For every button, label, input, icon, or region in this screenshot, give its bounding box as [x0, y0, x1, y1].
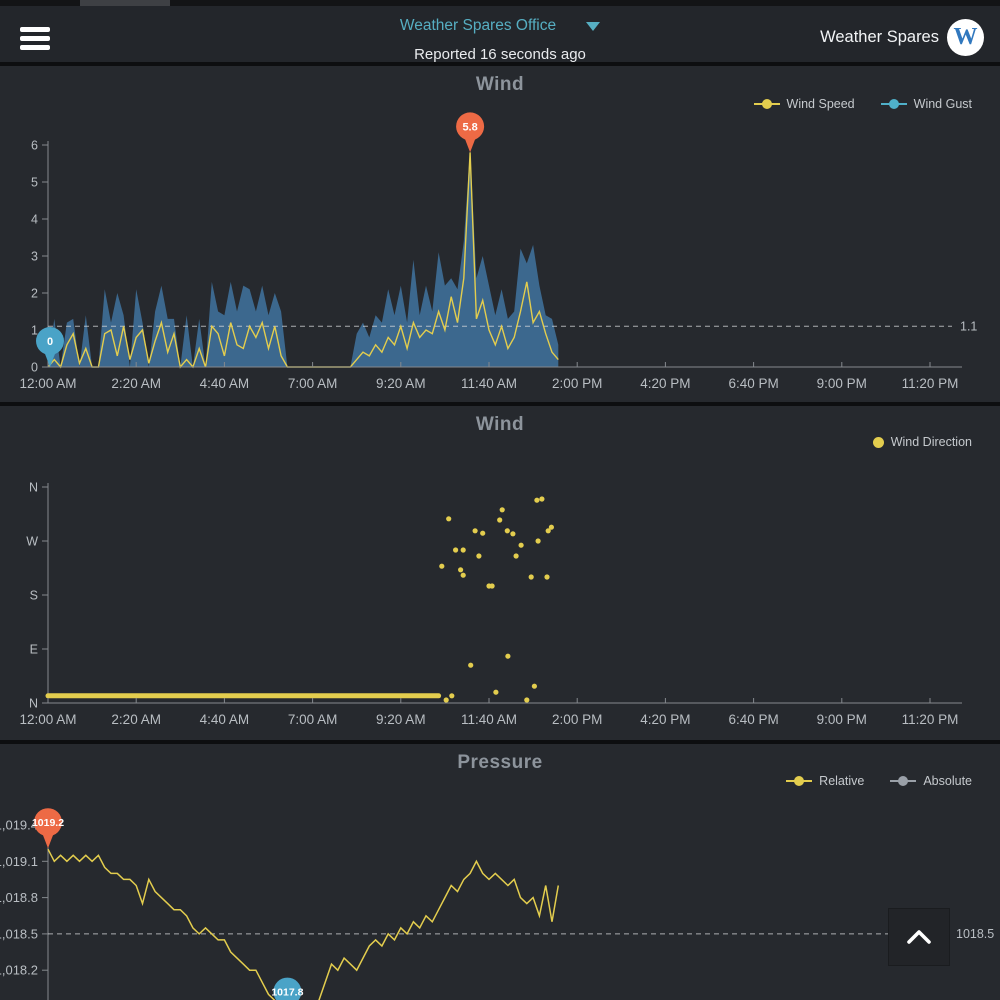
value-marker: 1017.8 [271, 977, 304, 1000]
wind-chart-title: Wind [475, 74, 525, 95]
svg-text:11:40 AM: 11:40 AM [461, 376, 517, 391]
svg-text:N: N [29, 697, 38, 711]
pressure-panel: Pressure Relative Absolute 1,019.41,019.… [0, 744, 1000, 1000]
svg-text:3: 3 [31, 250, 38, 264]
relative-swatch-icon [786, 776, 813, 786]
svg-text:E: E [30, 643, 38, 657]
svg-text:1.1: 1.1 [960, 319, 977, 333]
legend-absolute[interactable]: Absolute [890, 774, 972, 788]
wind-direction-panel: Wind Wind Direction N W S E N 12:00 AM 2:20 AM… [0, 406, 1000, 740]
svg-text:4:20 PM: 4:20 PM [640, 712, 690, 727]
legend-wind-gust[interactable]: Wind Gust [880, 97, 972, 111]
svg-text:11:40 AM: 11:40 AM [461, 712, 517, 727]
svg-text:0: 0 [31, 361, 38, 375]
caret-down-icon[interactable] [586, 21, 601, 31]
scroll-to-top-button[interactable] [888, 908, 950, 966]
wind-legend: Wind Speed Wind Gust [753, 97, 972, 111]
svg-text:2:00 PM: 2:00 PM [552, 376, 602, 391]
svg-text:9:20 AM: 9:20 AM [376, 712, 426, 727]
station-name: Weather Spares Office [399, 17, 557, 34]
app-header: Weather Spares Office Reported 16 second… [0, 6, 1000, 63]
svg-text:6:40 PM: 6:40 PM [728, 712, 778, 727]
pressure-chart[interactable]: 1,019.4 1,019.1 1,018.8 1,018.5 1,018.2 1018.… [0, 744, 1000, 1000]
svg-text:4: 4 [31, 213, 38, 227]
top-strip-segment [80, 0, 170, 6]
svg-text:1,018.2: 1,018.2 [0, 963, 38, 978]
chevron-up-icon [907, 930, 931, 944]
legend-wind-direction[interactable]: Wind Direction [872, 435, 972, 449]
svg-text:2:20 AM: 2:20 AM [111, 376, 161, 391]
station-selector[interactable]: Weather Spares Office [0, 17, 1000, 35]
svg-text:5: 5 [31, 176, 38, 190]
absolute-swatch-icon [890, 776, 917, 786]
svg-text:6:40 PM: 6:40 PM [728, 376, 778, 391]
svg-text:1019.2: 1019.2 [32, 817, 64, 829]
legend-label: Relative [819, 774, 865, 788]
wind-speed-swatch-icon [753, 99, 780, 109]
svg-text:9:00 PM: 9:00 PM [817, 712, 867, 727]
brand-logo-icon: W [947, 19, 984, 56]
svg-text:6: 6 [31, 139, 38, 153]
menu-icon[interactable] [20, 27, 50, 50]
svg-text:11:20 PM: 11:20 PM [902, 376, 959, 391]
svg-text:S: S [30, 589, 38, 603]
legend-label: Wind Speed [786, 97, 855, 111]
legend-label: Wind Gust [913, 97, 972, 111]
wind-direction-swatch-icon [872, 436, 884, 448]
pressure-title: Pressure [457, 752, 543, 773]
legend-label: Absolute [923, 774, 972, 788]
reported-status: Reported 16 seconds ago [414, 46, 586, 63]
svg-text:4:40 AM: 4:40 AM [200, 712, 250, 727]
svg-text:2:00 PM: 2:00 PM [552, 712, 602, 727]
legend-wind-speed[interactable]: Wind Speed [753, 97, 855, 111]
top-strip [0, 0, 1000, 6]
svg-text:1,018.5: 1,018.5 [0, 926, 38, 941]
value-marker: 5.8 [456, 112, 485, 153]
wind-chart-panel: Wind Wind Speed Wind Gust 0 1 2 3 4 5 6 1.1 12:0… [0, 66, 1000, 402]
svg-text:1,019.1: 1,019.1 [0, 854, 38, 869]
svg-text:12:00 AM: 12:00 AM [19, 712, 76, 727]
svg-text:2:20 AM: 2:20 AM [111, 712, 161, 727]
svg-text:1: 1 [31, 324, 38, 338]
brand-name: Weather Spares [820, 28, 939, 46]
wind-direction-title: Wind [475, 414, 525, 435]
svg-text:1018.5: 1018.5 [956, 927, 994, 941]
legend-label: Wind Direction [890, 435, 972, 449]
value-marker: 0 [36, 327, 64, 367]
brand[interactable]: Weather Spares W [820, 19, 984, 56]
value-marker: 1019.2 [32, 808, 64, 849]
svg-text:7:00 AM: 7:00 AM [288, 376, 338, 391]
svg-text:9:20 AM: 9:20 AM [376, 376, 426, 391]
wind-direction-legend: Wind Direction [872, 435, 972, 449]
svg-text:W: W [26, 535, 38, 549]
svg-text:1017.8: 1017.8 [271, 987, 303, 999]
svg-text:1,018.8: 1,018.8 [0, 890, 38, 905]
legend-relative[interactable]: Relative [786, 774, 864, 788]
svg-text:4:20 PM: 4:20 PM [640, 376, 690, 391]
svg-text:9:00 PM: 9:00 PM [817, 376, 867, 391]
svg-text:N: N [29, 481, 38, 495]
svg-text:1,019.4: 1,019.4 [0, 818, 38, 833]
svg-text:4:40 AM: 4:40 AM [200, 376, 250, 391]
svg-text:5.8: 5.8 [462, 121, 477, 133]
svg-text:2: 2 [31, 287, 38, 301]
svg-text:0: 0 [47, 336, 53, 348]
svg-text:11:20 PM: 11:20 PM [902, 712, 959, 727]
pressure-legend: Relative Absolute [786, 774, 972, 788]
svg-text:12:00 AM: 12:00 AM [19, 376, 76, 391]
wind-gust-swatch-icon [880, 99, 907, 109]
svg-text:7:00 AM: 7:00 AM [288, 712, 338, 727]
